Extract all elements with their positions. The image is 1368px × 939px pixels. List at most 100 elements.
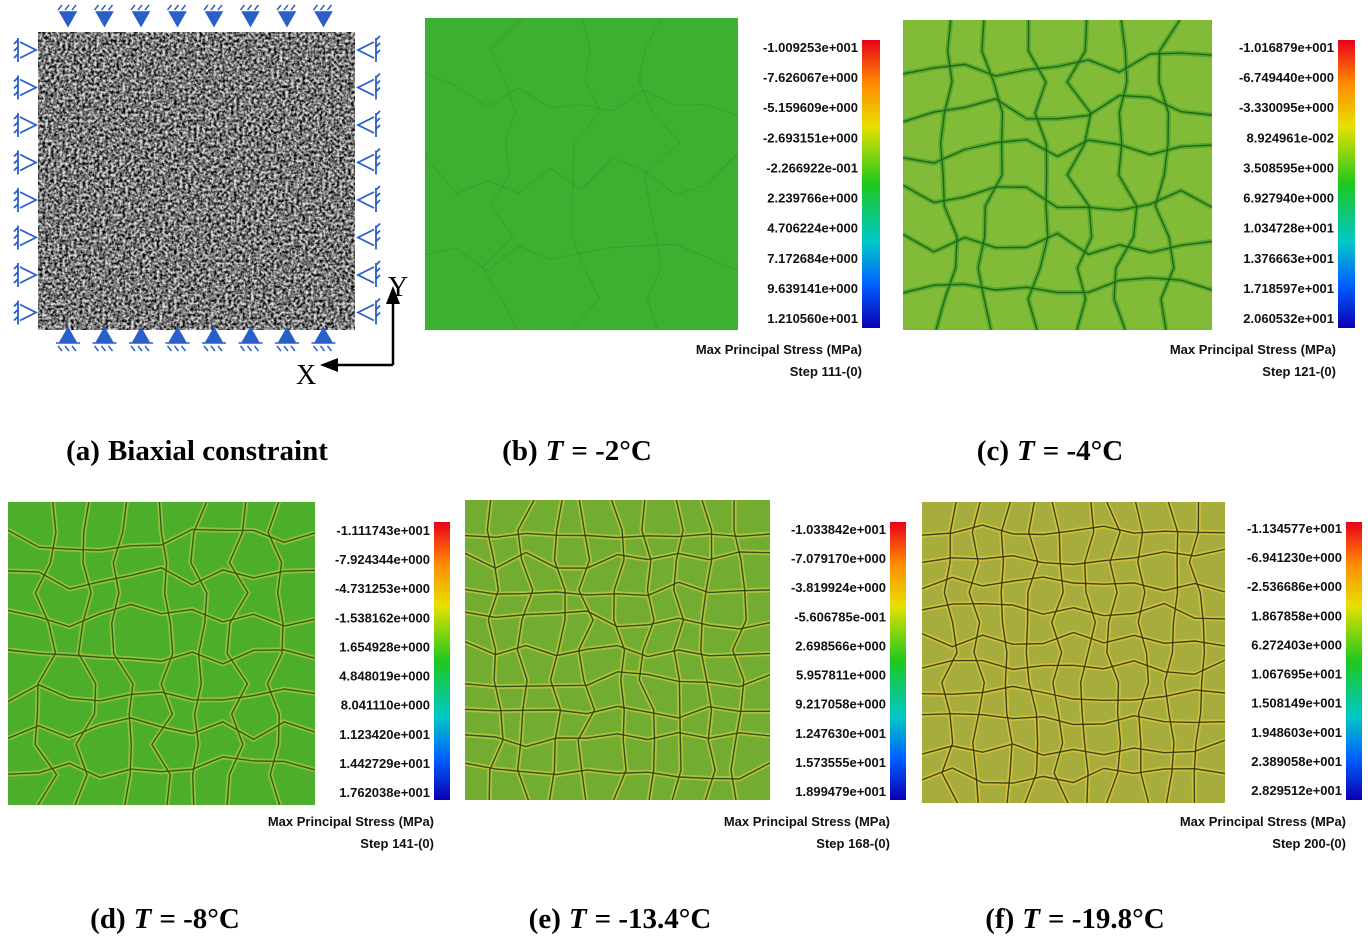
crack [74, 502, 97, 805]
crack [425, 243, 738, 272]
support-left [13, 75, 39, 100]
cracks [922, 502, 1225, 803]
arrow-head-x [320, 358, 338, 372]
support-top [239, 4, 260, 28]
color-bar [1346, 522, 1362, 800]
crack [8, 649, 315, 665]
legend-label: -2.266922e-001 [766, 160, 858, 175]
crack [8, 683, 315, 703]
crack [903, 277, 1212, 294]
caption-label: (c) [977, 435, 1009, 467]
caption-text: = -13.4°C [595, 903, 712, 935]
field [425, 18, 738, 330]
legend-label: 1.034728e+001 [1243, 221, 1334, 236]
legend-label: 1.654928e+000 [339, 639, 430, 654]
crack [465, 705, 770, 719]
crack [8, 528, 315, 552]
caption: (b) T = -2°C [502, 435, 652, 467]
legend-label: -1.009253e+001 [763, 40, 858, 55]
crack [34, 502, 58, 805]
crack [465, 551, 770, 569]
crack [1050, 502, 1069, 803]
crack [111, 502, 134, 805]
crack [266, 502, 284, 805]
legend-label: -3.330095e+000 [1239, 100, 1334, 115]
cracks [903, 20, 1212, 330]
crack [481, 18, 524, 330]
legend-label: 6.927940e+000 [1243, 191, 1334, 206]
crack [671, 500, 685, 800]
color-bar [1338, 40, 1355, 328]
crack [465, 731, 770, 748]
axis-label-y: Y [388, 272, 408, 303]
legend-label: -1.111743e+001 [336, 523, 430, 538]
support-bottom [129, 326, 153, 352]
crack [465, 640, 770, 658]
crack [190, 502, 208, 805]
support-left [13, 300, 39, 325]
crack [1000, 502, 1013, 803]
crack [700, 500, 716, 800]
support-bottom [92, 326, 117, 352]
legend-label: 9.217058e+000 [795, 697, 886, 712]
crack [941, 502, 959, 803]
crack [922, 548, 1225, 566]
crack [977, 20, 1004, 330]
legend-label: -7.924344e+000 [335, 552, 430, 567]
legend-step: Step 168-(0) [816, 836, 890, 851]
legend-label: -6.941230e+000 [1247, 550, 1342, 565]
crack [935, 20, 958, 330]
support-bottom [165, 326, 190, 352]
legend-title: Max Principal Stress (MPa) [1170, 342, 1336, 357]
crack [150, 502, 174, 805]
axis-arrows [335, 300, 395, 367]
legend-label: -7.079170e+000 [791, 551, 886, 566]
crack [922, 602, 1225, 620]
legend-label: 1.247630e+001 [795, 726, 886, 741]
crack [1027, 20, 1049, 330]
legend-label: 1.762038e+001 [339, 785, 430, 800]
crack [8, 603, 315, 628]
crack [638, 500, 656, 800]
crack [465, 532, 770, 539]
crack [922, 631, 1225, 648]
crack [1105, 502, 1122, 803]
caption-symbol: T [1022, 903, 1041, 935]
support-right [355, 147, 381, 175]
legend-label: 1.867858e+000 [1251, 608, 1342, 623]
legend-label: -1.016879e+001 [1239, 40, 1334, 55]
legend-step: Step 121-(0) [1262, 364, 1336, 379]
caption-symbol: T [1017, 435, 1036, 467]
support-left [13, 263, 39, 287]
legend-label: 1.899479e+001 [795, 784, 886, 799]
crack [922, 739, 1225, 756]
crack [1188, 502, 1206, 803]
crack [903, 232, 1212, 256]
caption-text: = -2°C [571, 435, 651, 467]
color-bar [862, 40, 880, 328]
caption: (d) T = -8°C [90, 903, 240, 935]
crack [730, 500, 747, 800]
legend-label: -3.819924e+000 [791, 580, 886, 595]
legend-label: -5.159609e+000 [763, 100, 858, 115]
caption: (a) Biaxial constraint [66, 435, 328, 467]
caption-label: (f) [985, 903, 1014, 935]
legend-label: -6.749440e+000 [1239, 70, 1334, 85]
support-right [355, 72, 381, 100]
crack [922, 712, 1225, 726]
legend-label: -7.626067e+000 [763, 70, 858, 85]
legend-label: -2.693151e+000 [763, 130, 858, 145]
caption-text: = -4°C [1043, 435, 1123, 467]
crack [1066, 20, 1093, 330]
support-top [312, 4, 333, 28]
support-top [130, 4, 151, 28]
legend-label: 1.123420e+001 [339, 727, 430, 742]
crack [425, 153, 738, 195]
caption-text: = -8°C [159, 903, 239, 935]
crack [465, 671, 770, 688]
legend-label: 1.376663e+001 [1243, 251, 1334, 266]
cracks [425, 18, 738, 330]
caption: (c) T = -4°C [977, 435, 1123, 467]
crack [1079, 502, 1097, 803]
crack [638, 18, 681, 330]
